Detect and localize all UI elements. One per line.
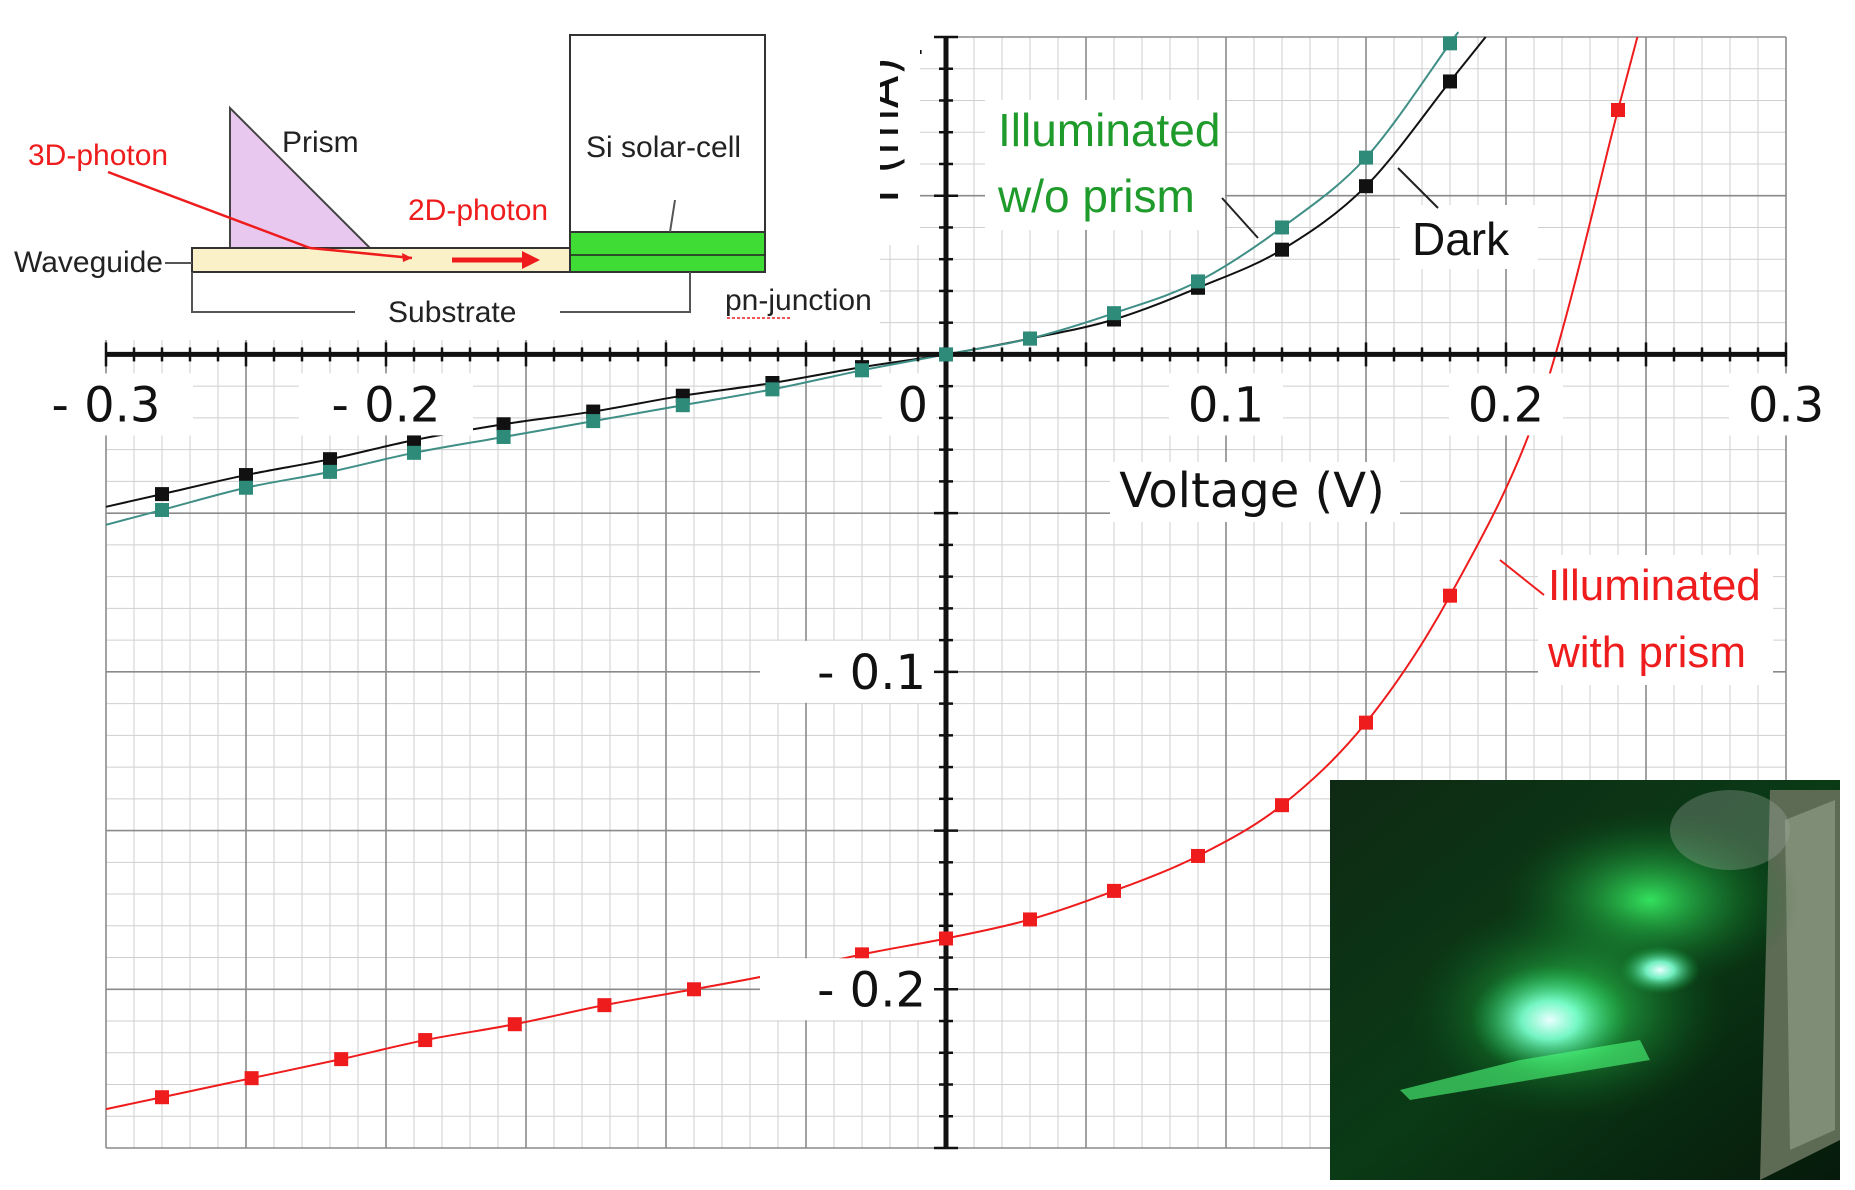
x-tick-label-bg bbox=[1729, 373, 1843, 436]
photo-reflection bbox=[1670, 790, 1790, 870]
annotation-dark-text: Dark bbox=[1412, 213, 1510, 265]
pn-junction-label: pn-junction bbox=[725, 284, 872, 317]
y-tick-label-bg bbox=[760, 640, 934, 703]
ray-arrowhead bbox=[402, 253, 412, 262]
x-tick-label: - 0.3 bbox=[52, 377, 161, 433]
photo-panel-highlight bbox=[1785, 800, 1835, 1150]
pn-junction-shape bbox=[569, 231, 766, 273]
data-point-series-2 bbox=[1107, 883, 1121, 898]
fit-line-series-2 bbox=[105, 36, 1639, 1111]
x-tick-label-bg bbox=[1169, 373, 1283, 436]
data-point-series-1 bbox=[1359, 150, 1373, 165]
data-point-series-2 bbox=[1359, 715, 1373, 730]
si-solar-cell-box bbox=[569, 34, 766, 271]
guided-ray bbox=[309, 246, 413, 260]
data-point-series-1 bbox=[675, 398, 690, 413]
data-point-series-1 bbox=[1023, 331, 1037, 346]
photo-bright-spot-2 bbox=[1620, 946, 1700, 994]
inset-diagram: Prism 3D-photon 2D-photon Si solar-cell … bbox=[0, 0, 880, 340]
data-point-series-1 bbox=[1191, 274, 1205, 289]
data-point-series-0 bbox=[155, 487, 169, 502]
data-point-series-1 bbox=[407, 445, 421, 460]
data-point-series-2 bbox=[244, 1071, 259, 1086]
data-point-series-2 bbox=[1023, 912, 1037, 927]
x-tick-label-bg bbox=[299, 373, 473, 436]
data-point-series-2 bbox=[418, 1033, 433, 1048]
x-tick-label-bg bbox=[1449, 373, 1563, 436]
waveguide-label: Waveguide bbox=[14, 246, 163, 279]
annotation-bg bbox=[1538, 555, 1773, 685]
data-point-series-2 bbox=[1443, 588, 1457, 603]
y-tick-label: - 0.2 bbox=[817, 962, 926, 1018]
data-point-series-1 bbox=[586, 414, 601, 429]
data-points bbox=[155, 36, 1625, 1105]
substrate-outline-right bbox=[560, 272, 691, 313]
y-tick-label: - 0.1 bbox=[817, 645, 926, 701]
x-tick-label-bg bbox=[19, 373, 193, 436]
data-point-series-0 bbox=[496, 417, 511, 432]
data-point-series-2 bbox=[597, 998, 612, 1013]
data-point-series-0 bbox=[407, 433, 421, 448]
annotation-bg bbox=[985, 100, 1225, 230]
data-point-series-2 bbox=[334, 1052, 349, 1067]
x-tick-label: - 0.2 bbox=[332, 377, 441, 433]
3d-photon-label: 3D-photon bbox=[28, 139, 168, 172]
data-point-series-1 bbox=[496, 429, 511, 444]
data-point-series-2 bbox=[687, 982, 701, 997]
data-point-series-1 bbox=[1275, 220, 1289, 235]
data-point-series-2 bbox=[855, 947, 869, 962]
data-point-series-1 bbox=[1107, 306, 1121, 321]
data-point-series-1 bbox=[939, 347, 953, 362]
data-point-series-1 bbox=[239, 480, 253, 495]
annotation-illuminated-without-prism: Illuminated w/o prism bbox=[985, 100, 1259, 239]
x-tick-label: 0.3 bbox=[1748, 377, 1824, 433]
photo-light-streak bbox=[1400, 1040, 1650, 1100]
xlabel-bg bbox=[1110, 462, 1400, 522]
data-point-series-2 bbox=[155, 1090, 169, 1105]
annotation-line2: with prism bbox=[1547, 628, 1746, 677]
2d-photon-label: 2D-photon bbox=[408, 194, 548, 227]
data-point-series-2 bbox=[507, 1017, 522, 1032]
y-tick-label-bg bbox=[760, 958, 934, 1021]
x-tick-label: 0.2 bbox=[1468, 377, 1544, 433]
data-point-series-0 bbox=[1359, 179, 1373, 194]
data-point-series-0 bbox=[1275, 242, 1289, 257]
green-light-photo-icon bbox=[1330, 780, 1840, 1180]
annotation-leader bbox=[1499, 559, 1545, 596]
annotation-dark: Dark bbox=[1397, 167, 1538, 269]
annotation-illuminated-with-prism: Illuminated with prism bbox=[1499, 555, 1773, 685]
data-point-series-1 bbox=[155, 502, 169, 517]
annotation-leader bbox=[1397, 167, 1439, 209]
x-tick-label-bg bbox=[882, 373, 936, 436]
x-axis-title: Voltage (V) bbox=[1119, 463, 1385, 519]
data-point-series-2 bbox=[939, 931, 953, 946]
2d-photon-arrowhead bbox=[522, 251, 540, 269]
data-point-series-2 bbox=[1191, 848, 1205, 863]
data-point-series-0 bbox=[323, 452, 337, 467]
data-point-series-0 bbox=[1443, 74, 1457, 89]
3d-photon-ray bbox=[107, 170, 311, 250]
annotation-bg bbox=[1400, 205, 1538, 269]
data-point-series-1 bbox=[1443, 36, 1457, 51]
data-point-series-0 bbox=[239, 468, 253, 483]
annotation-line2: w/o prism bbox=[997, 170, 1195, 222]
photo-bright-spot bbox=[1470, 965, 1630, 1075]
data-point-series-1 bbox=[855, 363, 869, 378]
annotation-line1: Illuminated bbox=[998, 104, 1220, 156]
annotation-line1: Illuminated bbox=[1548, 561, 1761, 610]
si-solar-cell-label: Si solar-cell bbox=[586, 131, 741, 164]
data-point-series-1 bbox=[323, 464, 337, 479]
annotation-leader bbox=[1221, 197, 1259, 239]
data-point-series-2 bbox=[1611, 103, 1625, 118]
prism-label: Prism bbox=[282, 126, 359, 159]
data-point-series-2 bbox=[1275, 798, 1289, 813]
x-tick-label: 0 bbox=[897, 377, 928, 433]
substrate-label: Substrate bbox=[388, 296, 516, 329]
cell-leader bbox=[669, 199, 676, 233]
data-point-series-1 bbox=[765, 382, 780, 397]
x-tick-label: 0.1 bbox=[1188, 377, 1264, 433]
substrate-outline-left bbox=[191, 272, 355, 313]
